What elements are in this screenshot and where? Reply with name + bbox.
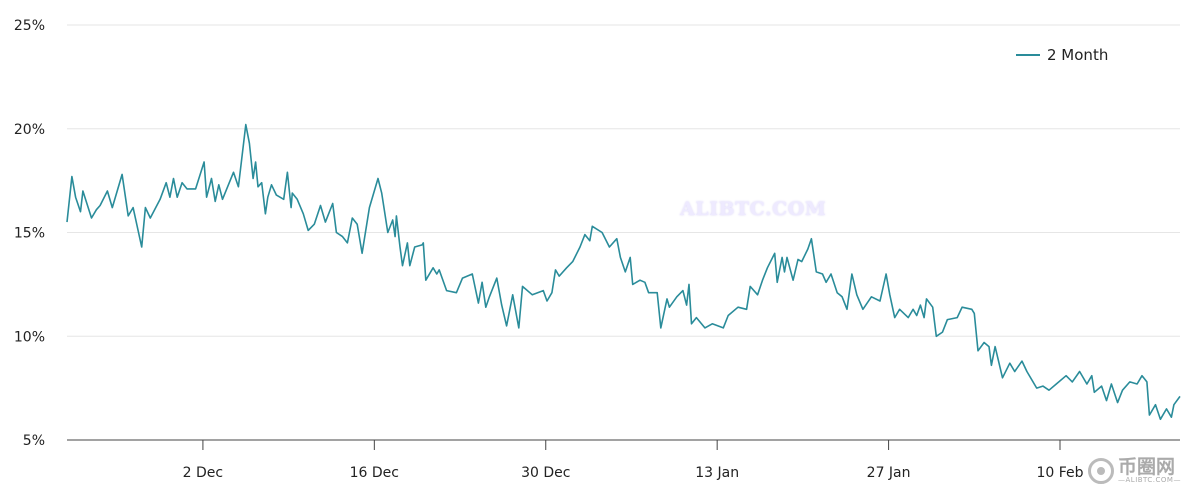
- logo-text-cn: 币圈网: [1118, 456, 1176, 478]
- site-logo: 币圈网 —ALIBTC.COM—: [1088, 458, 1181, 484]
- y-tick-label: 10%: [14, 329, 45, 345]
- x-tick-label: 13 Jan: [695, 465, 739, 481]
- x-tick-label: 27 Jan: [867, 465, 911, 481]
- logo-icon: [1088, 458, 1114, 484]
- watermark: ALIBTC.COM: [680, 198, 827, 220]
- x-tick-label: 2 Dec: [183, 465, 223, 481]
- y-tick-label: 5%: [23, 433, 45, 449]
- y-tick-label: 15%: [14, 226, 45, 242]
- x-tick-label: 16 Dec: [350, 465, 399, 481]
- logo-text-en: —ALIBTC.COM—: [1118, 476, 1181, 484]
- legend-label: 2 Month: [1047, 46, 1108, 64]
- x-tick-label: 10 Feb: [1036, 465, 1083, 481]
- y-tick-label: 20%: [14, 122, 45, 138]
- x-tick-label: 30 Dec: [521, 465, 570, 481]
- y-tick-label: 25%: [14, 18, 45, 34]
- series-line-2-month: [66, 123, 1181, 421]
